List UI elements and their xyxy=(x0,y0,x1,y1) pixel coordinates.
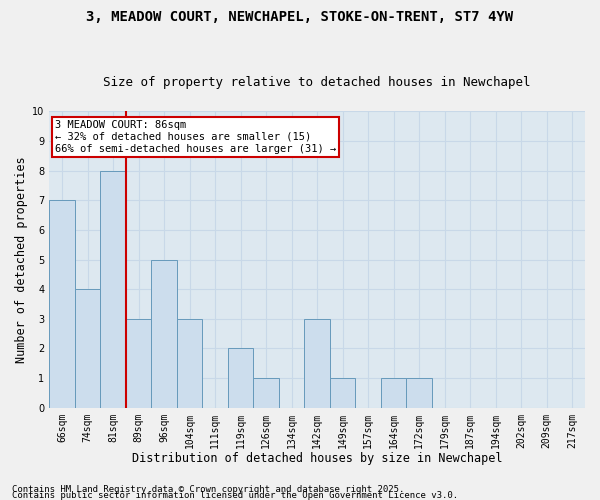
Text: 3 MEADOW COURT: 86sqm
← 32% of detached houses are smaller (15)
66% of semi-deta: 3 MEADOW COURT: 86sqm ← 32% of detached … xyxy=(55,120,336,154)
Bar xyxy=(151,260,177,408)
Text: Contains public sector information licensed under the Open Government Licence v3: Contains public sector information licen… xyxy=(12,490,458,500)
Bar xyxy=(381,378,406,408)
Bar xyxy=(75,289,100,408)
Bar xyxy=(228,348,253,408)
Bar xyxy=(49,200,75,408)
Bar xyxy=(253,378,279,408)
Bar xyxy=(406,378,432,408)
Bar xyxy=(126,319,151,408)
Text: 3, MEADOW COURT, NEWCHAPEL, STOKE-ON-TRENT, ST7 4YW: 3, MEADOW COURT, NEWCHAPEL, STOKE-ON-TRE… xyxy=(86,10,514,24)
Title: Size of property relative to detached houses in Newchapel: Size of property relative to detached ho… xyxy=(103,76,531,90)
Text: Contains HM Land Registry data © Crown copyright and database right 2025.: Contains HM Land Registry data © Crown c… xyxy=(12,484,404,494)
Bar xyxy=(100,170,126,408)
Bar xyxy=(177,319,202,408)
Bar xyxy=(330,378,355,408)
Bar xyxy=(304,319,330,408)
X-axis label: Distribution of detached houses by size in Newchapel: Distribution of detached houses by size … xyxy=(132,452,502,465)
Y-axis label: Number of detached properties: Number of detached properties xyxy=(15,156,28,363)
